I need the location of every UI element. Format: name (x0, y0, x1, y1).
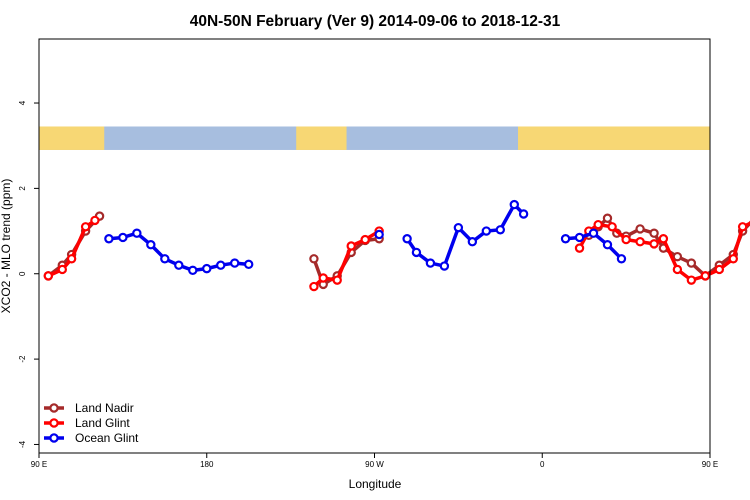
data-point (714, 264, 725, 275)
data-point (607, 222, 617, 232)
chart-title: 40N-50N February (Ver 9) 2014-09-06 to 2… (190, 13, 561, 30)
data-point (202, 263, 212, 274)
data-point (574, 232, 585, 243)
data-point (467, 237, 478, 247)
data-point (635, 237, 645, 247)
data-point (332, 275, 342, 285)
data-point (243, 259, 254, 270)
data-point (728, 254, 738, 264)
data-point (700, 271, 711, 281)
legend-label: Land Nadir (75, 401, 134, 415)
data-point (439, 261, 450, 271)
map-land (518, 126, 710, 150)
data-point (216, 260, 226, 270)
map-band (39, 126, 710, 150)
legend-label: Ocean Glint (75, 431, 139, 445)
data-point (80, 222, 91, 232)
map-land (39, 126, 105, 150)
data-point (602, 213, 613, 223)
data-point (672, 251, 683, 262)
data-point (509, 199, 519, 210)
y-tick-label: 0 (18, 271, 27, 276)
data-point (90, 215, 100, 226)
legend-marker (49, 418, 59, 428)
data-point (174, 260, 184, 270)
data-point (495, 225, 506, 235)
y-tick-label: 4 (18, 100, 27, 105)
data-point (560, 234, 571, 244)
y-axis-label: XCO2 - MLO trend (ppm) (0, 179, 13, 314)
y-tick-label: -4 (18, 440, 27, 448)
x-tick-label: 180 (200, 460, 214, 469)
data-point (649, 228, 659, 238)
data-point (411, 247, 422, 258)
data-point (602, 240, 613, 250)
series-ocean-glint (104, 199, 627, 276)
map-land (296, 126, 347, 150)
data-point (374, 229, 384, 240)
data-point (649, 239, 659, 249)
data-point (686, 275, 697, 285)
data-point (402, 234, 412, 244)
data-point (57, 264, 67, 275)
data-point (309, 281, 319, 292)
data-point (635, 224, 645, 234)
data-point (616, 254, 627, 264)
y-axis: -4 -2 0 2 4 (18, 100, 39, 448)
data-point (588, 228, 599, 238)
data-point (309, 254, 319, 264)
data-point (43, 271, 54, 281)
data-point (132, 228, 142, 238)
legend-label: Land Glint (75, 416, 130, 430)
y-tick-label: -2 (18, 355, 27, 363)
x-axis: 90 E 180 90 W 0 90 E (31, 453, 718, 469)
data-point (574, 243, 585, 253)
data-point (658, 234, 669, 244)
data-point (621, 234, 631, 245)
data-point (672, 264, 683, 275)
legend-marker (49, 403, 59, 413)
data-point (360, 234, 370, 245)
y-tick-label: 2 (18, 186, 27, 191)
series-land-nadir (43, 211, 750, 290)
x-tick-label: 0 (540, 460, 545, 469)
data-point (346, 241, 356, 251)
data-point (518, 209, 529, 219)
x-tick-label: 90 E (31, 460, 47, 469)
data-point (188, 265, 198, 276)
series-line (47, 214, 101, 278)
data-point (481, 226, 492, 236)
data-point (737, 222, 748, 232)
legend-marker (49, 433, 59, 443)
data-point (66, 254, 77, 264)
x-tick-label: 90 W (365, 460, 384, 469)
data-point (118, 232, 128, 243)
series-layer (43, 199, 750, 292)
series-line (405, 202, 525, 268)
data-point (593, 219, 603, 230)
data-point (146, 240, 156, 250)
data-point (686, 258, 697, 268)
x-tick-label: 90 E (702, 460, 718, 469)
data-point (425, 258, 436, 268)
data-point (230, 258, 240, 268)
data-point (453, 222, 464, 233)
series-land-glint (43, 215, 750, 292)
data-point (104, 234, 114, 244)
data-point (160, 254, 170, 264)
x-axis-label: Longitude (349, 477, 402, 491)
data-point (318, 273, 328, 283)
